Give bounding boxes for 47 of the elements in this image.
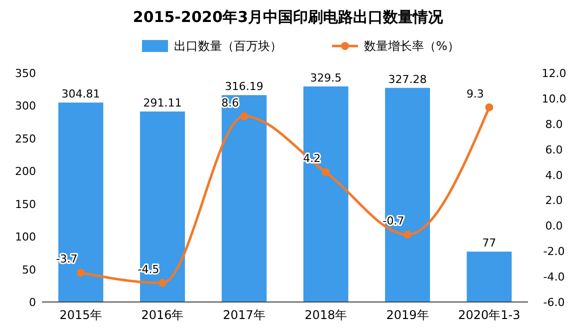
point xyxy=(76,268,85,277)
y2-tick-label: 10.0 xyxy=(542,92,566,106)
y-tick-label: 50 xyxy=(22,263,36,276)
y2-tick-label: 12.0 xyxy=(542,67,566,80)
y-tick-label: 100 xyxy=(15,230,36,244)
bar xyxy=(140,112,185,302)
y-tick-label: 150 xyxy=(15,198,36,211)
y2-tick-label: -2.0 xyxy=(543,245,565,258)
data-label: 329.5 xyxy=(310,71,342,84)
y2-tick-label: -4.0 xyxy=(543,270,565,284)
point xyxy=(485,103,494,112)
y2-tick-label: 0.0 xyxy=(545,220,563,233)
data-label: 77 xyxy=(482,236,496,250)
y2-tick-label: 4.0 xyxy=(545,168,563,182)
chart-title: 2015-2020年3月中国印刷电路出口数量情况 xyxy=(132,8,444,26)
legend-label: 数量增长率（%） xyxy=(364,39,460,53)
y-tick-label: 0 xyxy=(29,296,36,309)
x-tick-label: 2016年 xyxy=(141,308,184,322)
bar xyxy=(303,86,348,302)
data-label: 316.19 xyxy=(224,80,264,94)
y-tick-label: 250 xyxy=(15,132,36,146)
y2-tick-label: 2.0 xyxy=(545,194,563,208)
y-tick-label: 350 xyxy=(15,67,36,80)
x-tick-label: 2017年 xyxy=(222,308,266,322)
point xyxy=(158,278,166,287)
x-tick-label: 2018年 xyxy=(304,308,348,322)
x-tick-label: 2019年 xyxy=(386,308,429,322)
bar xyxy=(466,252,512,302)
x-tick-label: 2020年1-3 xyxy=(458,308,520,322)
bar xyxy=(58,102,104,302)
y-tick-label: 200 xyxy=(15,165,36,178)
y2-tick-label: 6.0 xyxy=(545,143,563,156)
data-label: 9.3 xyxy=(466,87,484,100)
data-label: 8.6 xyxy=(221,96,239,110)
y2-tick-label: 8.0 xyxy=(545,118,563,131)
data-label: 291.11 xyxy=(143,96,182,110)
bar xyxy=(222,95,267,302)
bar xyxy=(385,88,430,302)
y-tick-label: 300 xyxy=(15,100,36,113)
data-label: 327.28 xyxy=(388,72,427,86)
data-label: 304.81 xyxy=(62,88,100,101)
x-tick-label: 2015年 xyxy=(60,308,102,322)
point xyxy=(404,230,412,239)
point xyxy=(322,168,330,176)
y2-tick-label: -6.0 xyxy=(543,296,565,309)
legend-label: 出口数量（百万块） xyxy=(174,39,282,53)
point xyxy=(240,112,248,120)
